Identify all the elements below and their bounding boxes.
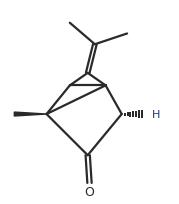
Text: O: O bbox=[84, 185, 95, 198]
Text: H: H bbox=[152, 110, 161, 120]
Polygon shape bbox=[14, 113, 47, 116]
